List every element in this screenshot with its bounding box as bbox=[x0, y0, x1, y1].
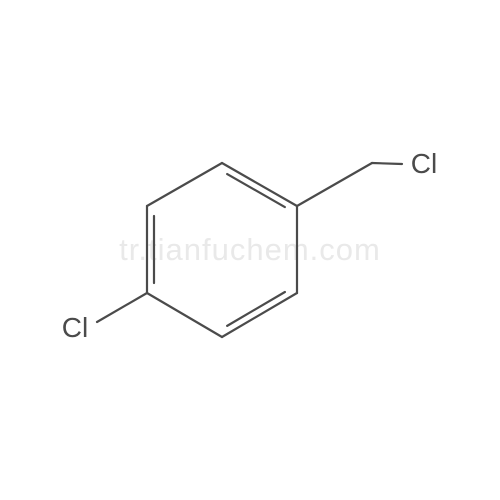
bond-layer bbox=[0, 0, 500, 500]
chemical-structure-canvas: tr.tianfuchem.com ClCl bbox=[0, 0, 500, 500]
